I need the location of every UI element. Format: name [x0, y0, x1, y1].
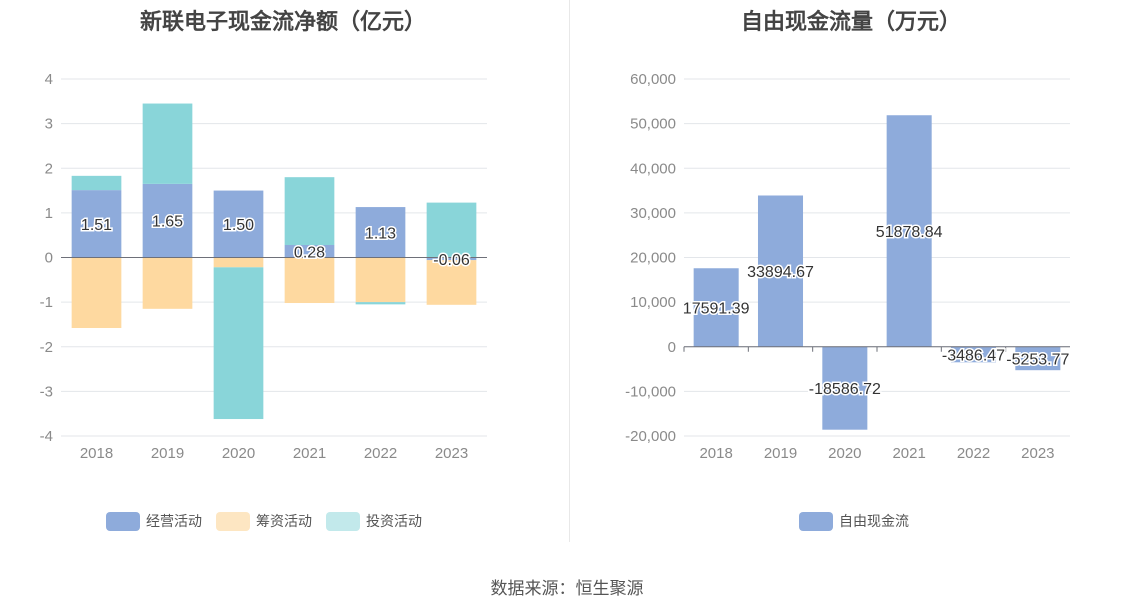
- chart-2-x-tick-label: 2023: [1021, 445, 1054, 462]
- chart-1-bar-financing: [426, 260, 477, 305]
- legend-label-investing: 投资活动: [366, 513, 422, 529]
- chart-1-bar-investing: [426, 202, 477, 258]
- chart-1-bar-financing: [71, 257, 122, 329]
- chart-2-bar-free-cash-flow: [1015, 346, 1061, 371]
- chart-2-y-tick-label: 40,000: [630, 160, 676, 177]
- chart-2-y-tick-label: -20,000: [625, 428, 676, 445]
- chart-2-title: 自由现金流量（万元）: [740, 9, 961, 34]
- legend-label-operating: 经营活动: [146, 513, 202, 529]
- chart-1-bar-investing: [213, 267, 264, 420]
- chart-1-bar-financing: [213, 257, 264, 268]
- chart-2-data-label: 33894.67: [747, 264, 814, 281]
- chart-2-data-label: 51878.84: [876, 224, 943, 241]
- chart-1-x-tick-label: 2021: [293, 445, 326, 462]
- chart-1-bar-investing: [355, 302, 406, 305]
- chart-1-title: 新联电子现金流净额（亿元）: [139, 9, 426, 34]
- legend-swatch-free-cash-flow: [799, 511, 833, 531]
- chart-2-y-tick-label: 20,000: [630, 250, 676, 267]
- chart-1-bar-operating: [284, 245, 335, 258]
- chart-2-legend: 自由现金流: [799, 511, 923, 531]
- legend-item-financing[interactable]: 筹资活动: [216, 511, 312, 531]
- chart-2-x-tick-label: 2021: [892, 445, 925, 462]
- chart-2-data-label: 17591.39: [683, 300, 750, 317]
- legend-swatch-financing: [216, 511, 250, 531]
- chart-1-x-tick-label: 2019: [151, 445, 184, 462]
- legend-swatch-operating: [106, 511, 140, 531]
- chart-1-bar-investing: [142, 103, 193, 184]
- chart-2-y-tick-label: 50,000: [630, 116, 676, 133]
- chart-2-y-tick-label: 30,000: [630, 205, 676, 222]
- chart-1-x-tick-label: 2018: [80, 445, 113, 462]
- chart-2-bar-free-cash-flow: [822, 346, 868, 430]
- data-source-note: 数据来源：恒生聚源: [490, 579, 644, 598]
- chart-1-legend: 经营活动 筹资活动 投资活动: [106, 511, 436, 531]
- chart-2-y-tick-label: 10,000: [630, 294, 676, 311]
- legend-item-investing[interactable]: 投资活动: [326, 511, 422, 531]
- chart-1-y-tick-label: 2: [45, 160, 53, 177]
- chart-2-data-label: -5253.77: [1006, 351, 1069, 368]
- chart-2-bar-free-cash-flow: [693, 268, 739, 347]
- chart-2-x-tick-label: 2022: [957, 445, 990, 462]
- legend-item-operating[interactable]: 经营活动: [106, 511, 202, 531]
- chart-1-bar-investing: [71, 175, 122, 191]
- chart-1-y-tick-label: 4: [45, 71, 53, 88]
- legend-label-free-cash-flow: 自由现金流: [839, 513, 909, 529]
- chart-2-x-tick-label: 2018: [699, 445, 732, 462]
- chart-1-y-tick-label: -4: [40, 428, 53, 445]
- chart-1-data-label: -0.06: [433, 252, 470, 269]
- chart-1-bar-operating: [71, 190, 122, 258]
- chart-1-x-tick-label: 2020: [222, 445, 255, 462]
- chart-1-data-label: 1.13: [365, 225, 396, 242]
- chart-1-bar-investing: [284, 177, 335, 246]
- chart-1-data-label: 0.28: [294, 244, 325, 261]
- chart-1-bar-operating: [355, 207, 406, 258]
- chart-2-x-tick-label: 2020: [828, 445, 861, 462]
- chart-1-y-tick-label: 3: [45, 116, 53, 133]
- chart-1-y-tick-label: -3: [40, 383, 53, 400]
- chart-2-data-label: -3486.47: [942, 348, 1005, 365]
- chart-2-x-tick-label: 2019: [764, 445, 797, 462]
- chart-2-bar-free-cash-flow: [757, 195, 804, 347]
- chart-1-x-tick-label: 2022: [364, 445, 397, 462]
- chart-1-bar-operating: [213, 190, 264, 258]
- legend-item-free-cash-flow[interactable]: 自由现金流: [799, 511, 909, 531]
- panel-divider: [569, 0, 570, 542]
- chart-2-bar-free-cash-flow: [950, 346, 997, 363]
- chart-2-y-tick-label: 60,000: [630, 71, 676, 88]
- chart-2-y-tick-label: 0: [668, 339, 676, 356]
- chart-2-y-tick-label: -10,000: [625, 383, 676, 400]
- chart-1-y-tick-label: 0: [45, 250, 53, 267]
- chart-1-data-label: 1.51: [81, 217, 112, 234]
- chart-1-bar-operating: [426, 257, 477, 261]
- chart-1-x-tick-label: 2023: [435, 445, 468, 462]
- legend-label-financing: 筹资活动: [256, 513, 312, 529]
- chart-1-y-tick-label: -1: [40, 294, 53, 311]
- chart-1-bar-financing: [284, 257, 335, 304]
- chart-2-bar-free-cash-flow: [886, 115, 932, 347]
- chart-2-data-label: -18586.72: [809, 381, 881, 398]
- chart-1-data-label: 1.65: [152, 214, 183, 231]
- chart-1-bar-financing: [142, 257, 193, 309]
- chart-1-data-label: 1.50: [223, 217, 254, 234]
- chart-1-y-tick-label: -2: [40, 339, 53, 356]
- chart-1-bar-operating: [142, 183, 193, 258]
- chart-1-bar-financing: [355, 257, 406, 303]
- legend-swatch-investing: [326, 511, 360, 531]
- chart-1-y-tick-label: 1: [45, 205, 53, 222]
